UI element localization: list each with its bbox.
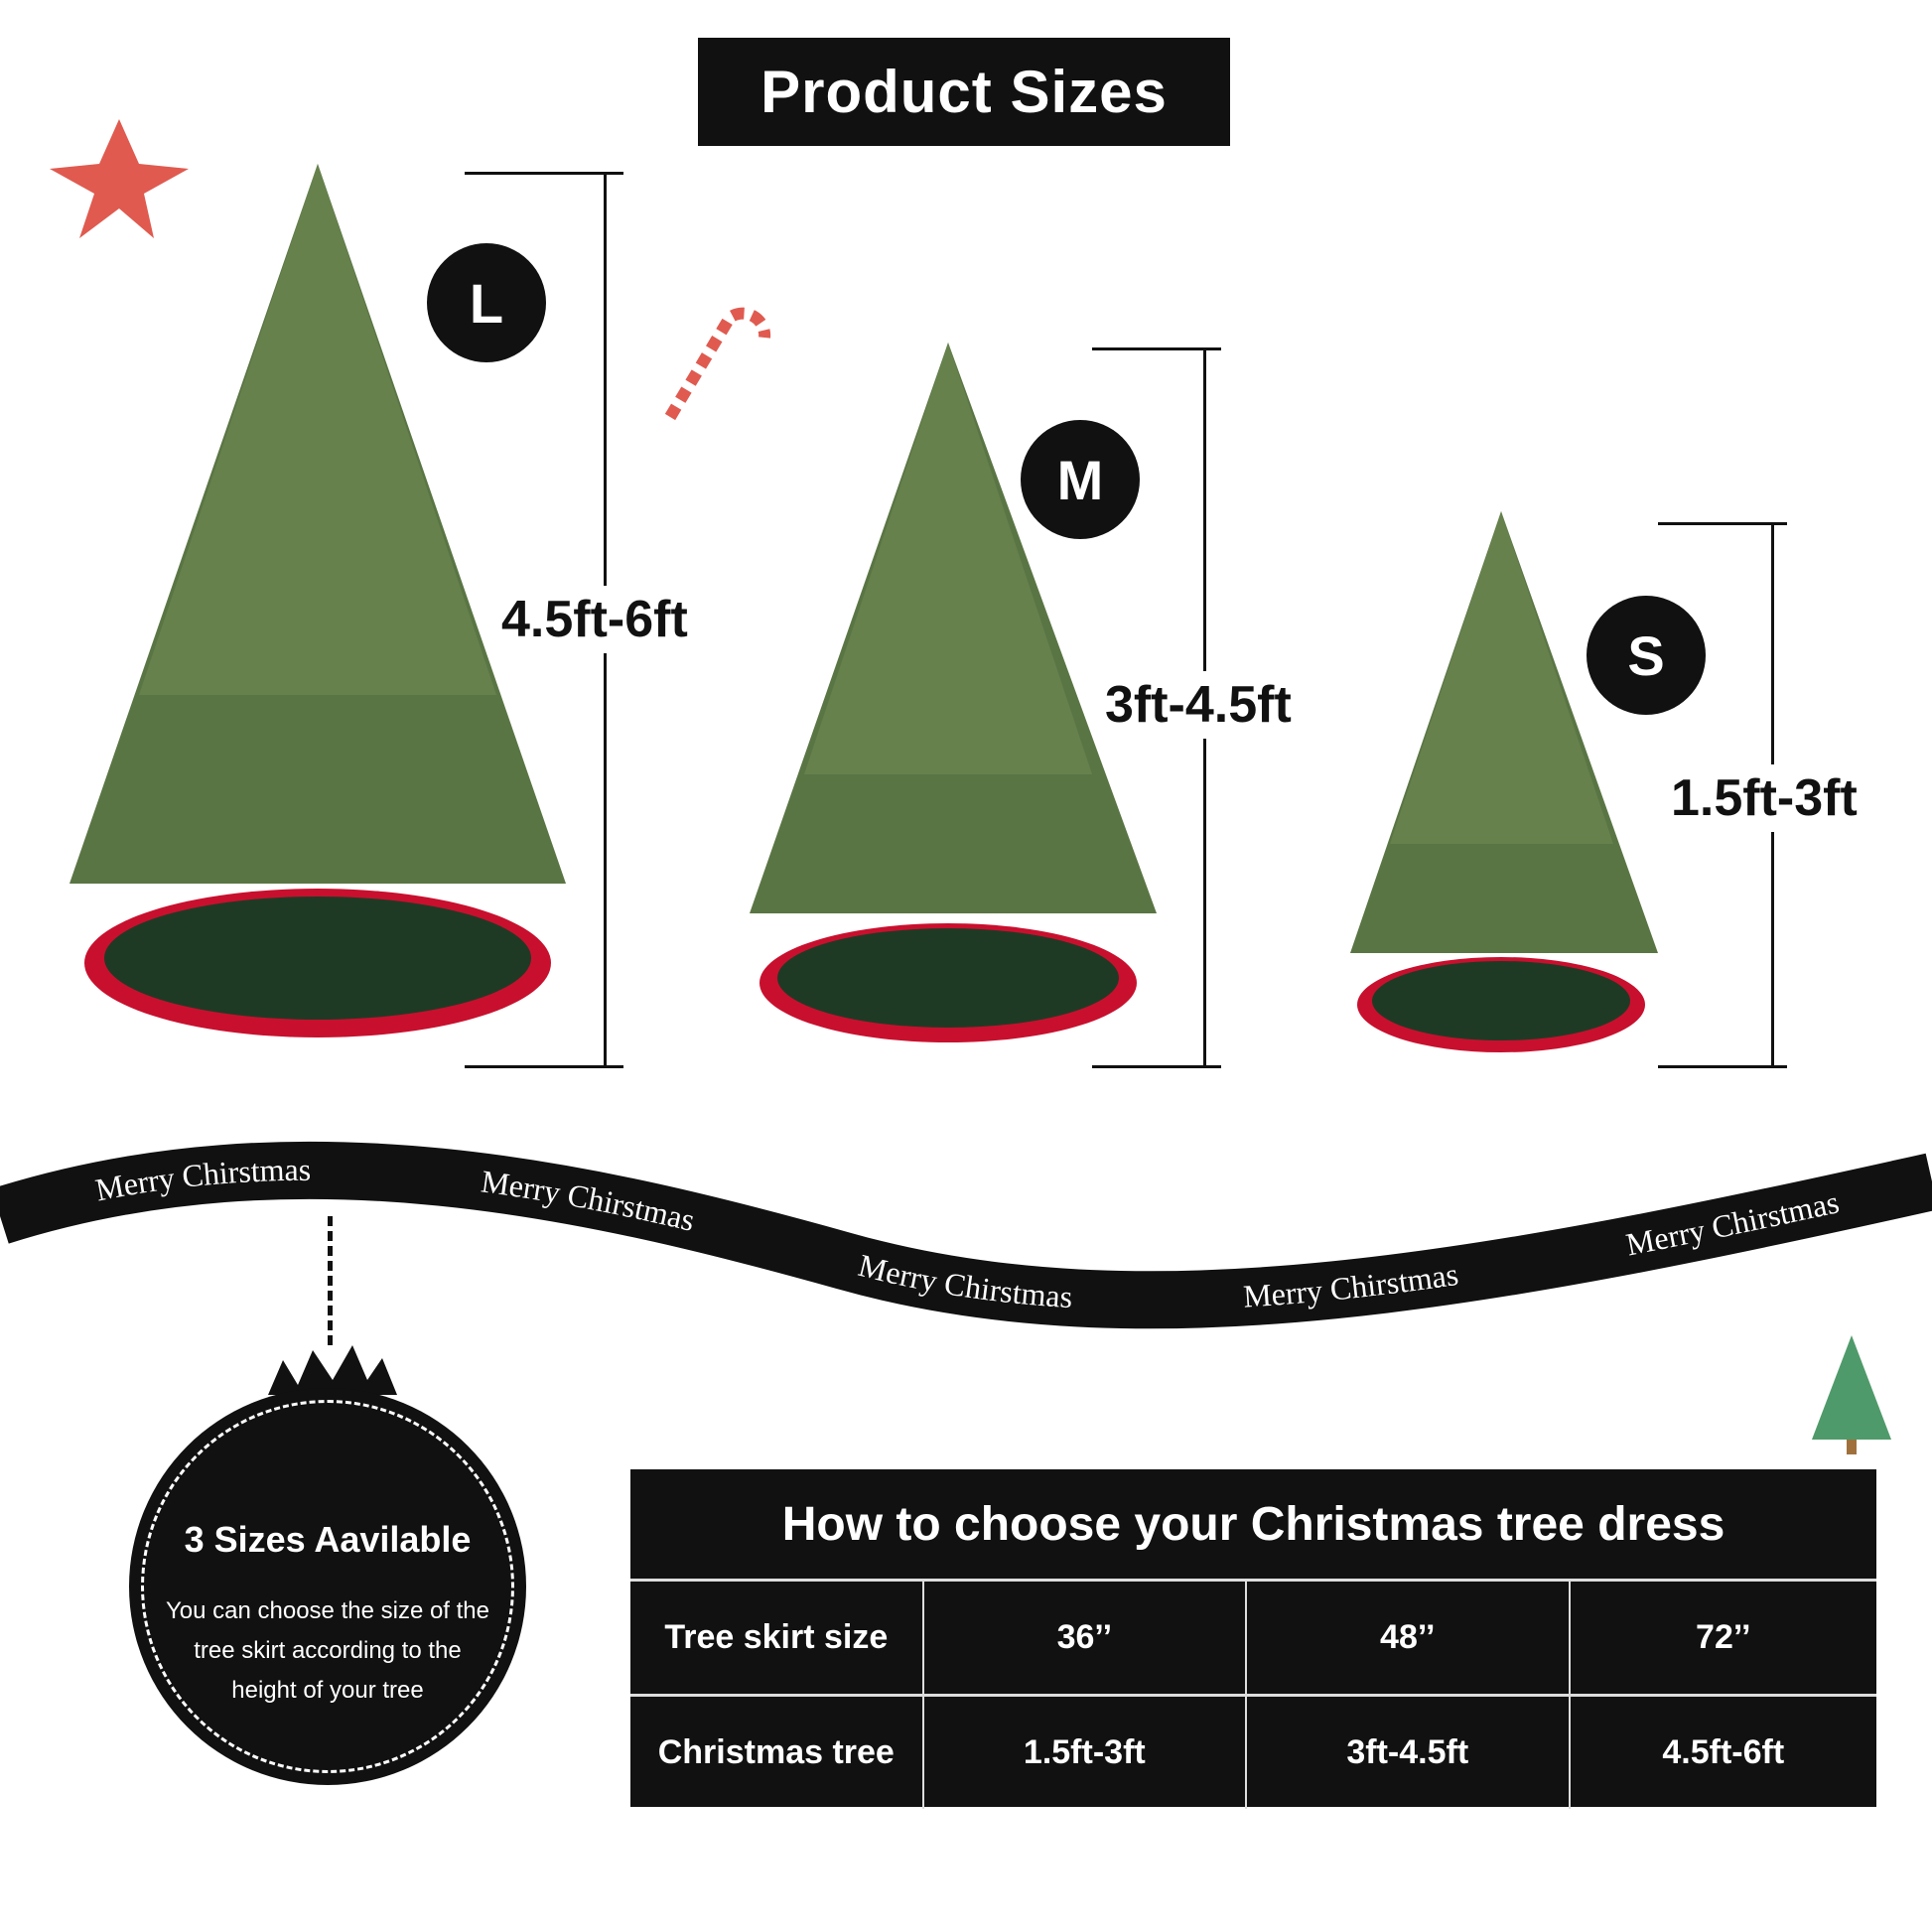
measure-top-tick	[465, 172, 623, 175]
candy-cane-icon	[664, 307, 771, 421]
table-cell: 36’’	[924, 1582, 1248, 1694]
size-guide-table: How to choose your Christmas tree dress …	[630, 1469, 1876, 1809]
table-title: How to choose your Christmas tree dress	[630, 1469, 1876, 1582]
measure-bottom-tick	[1092, 1065, 1221, 1068]
small-tree-icon	[1812, 1335, 1891, 1454]
sizes-available-ornament: 3 Sizes Aavilable You can choose the siz…	[129, 1388, 526, 1785]
page-title: Product Sizes	[698, 38, 1230, 146]
table-cell: 1.5ft-3ft	[924, 1697, 1248, 1809]
measure-bottom-tick	[465, 1065, 623, 1068]
size-badge-l: L	[427, 243, 546, 362]
ornament-title: 3 Sizes Aavilable	[184, 1519, 472, 1560]
height-range-s: 1.5ft-3ft	[1671, 764, 1858, 832]
table-row: Tree skirt size 36’’ 48’’ 72’’	[630, 1582, 1876, 1697]
poinsettia-icon	[50, 119, 189, 238]
ornament-string	[328, 1216, 333, 1345]
row-label: Christmas tree	[630, 1697, 924, 1809]
table-cell: 3ft-4.5ft	[1247, 1697, 1571, 1809]
size-badge-s: S	[1587, 596, 1706, 715]
measure-top-tick	[1092, 347, 1221, 350]
tree-small	[1350, 511, 1658, 1052]
product-trees-illustration	[69, 164, 1658, 1052]
ornament-body: You can choose the size of the tree skir…	[165, 1597, 489, 1704]
row-label: Tree skirt size	[630, 1582, 924, 1694]
dashed-ring	[141, 1400, 514, 1773]
merry-christmas-ribbon: Merry Chirstmas Merry Chirstmas Merry Ch…	[0, 1132, 1932, 1390]
table-cell: 4.5ft-6ft	[1662, 1733, 1785, 1771]
table-row: Christmas tree 1.5ft-3ft 3ft-4.5ft 4.5ft…	[630, 1697, 1876, 1809]
pine-topper-icon	[268, 1345, 397, 1395]
table-cell: 72’’	[1696, 1618, 1751, 1656]
size-badge-m: M	[1021, 420, 1140, 539]
height-range-l: 4.5ft-6ft	[501, 586, 688, 653]
height-range-m: 3ft-4.5ft	[1105, 671, 1292, 739]
measure-top-tick	[1658, 522, 1787, 525]
measure-bottom-tick	[1658, 1065, 1787, 1068]
tree-medium	[750, 343, 1157, 1042]
tree-large	[69, 164, 566, 1037]
table-cell: 48’’	[1247, 1582, 1571, 1694]
